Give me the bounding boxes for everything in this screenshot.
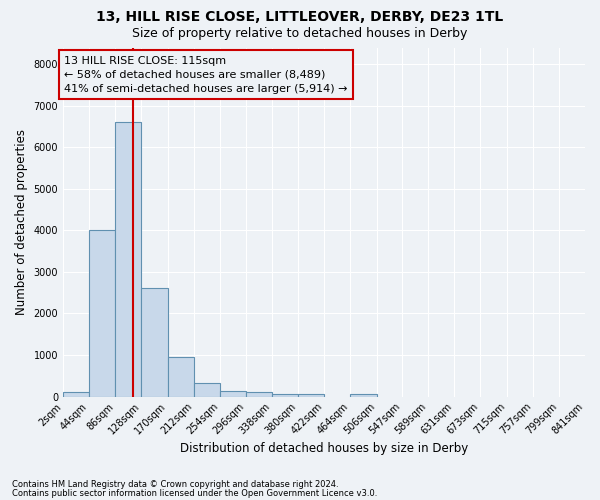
Bar [298, 394, 325, 396]
Bar [194, 384, 220, 396]
Bar [246, 392, 272, 396]
X-axis label: Distribution of detached houses by size in Derby: Distribution of detached houses by size … [180, 442, 468, 455]
Bar [220, 391, 246, 396]
Text: Contains HM Land Registry data © Crown copyright and database right 2024.: Contains HM Land Registry data © Crown c… [12, 480, 338, 489]
Bar [167, 357, 194, 397]
Bar [350, 394, 377, 396]
Text: Contains public sector information licensed under the Open Government Licence v3: Contains public sector information licen… [12, 488, 377, 498]
Y-axis label: Number of detached properties: Number of detached properties [15, 129, 28, 315]
Bar [272, 394, 298, 396]
Text: 13 HILL RISE CLOSE: 115sqm
← 58% of detached houses are smaller (8,489)
41% of s: 13 HILL RISE CLOSE: 115sqm ← 58% of deta… [64, 56, 348, 94]
Bar [63, 392, 89, 396]
Bar [89, 230, 115, 396]
Bar [115, 122, 142, 396]
Text: 13, HILL RISE CLOSE, LITTLEOVER, DERBY, DE23 1TL: 13, HILL RISE CLOSE, LITTLEOVER, DERBY, … [97, 10, 503, 24]
Text: Size of property relative to detached houses in Derby: Size of property relative to detached ho… [133, 28, 467, 40]
Bar [142, 288, 167, 397]
